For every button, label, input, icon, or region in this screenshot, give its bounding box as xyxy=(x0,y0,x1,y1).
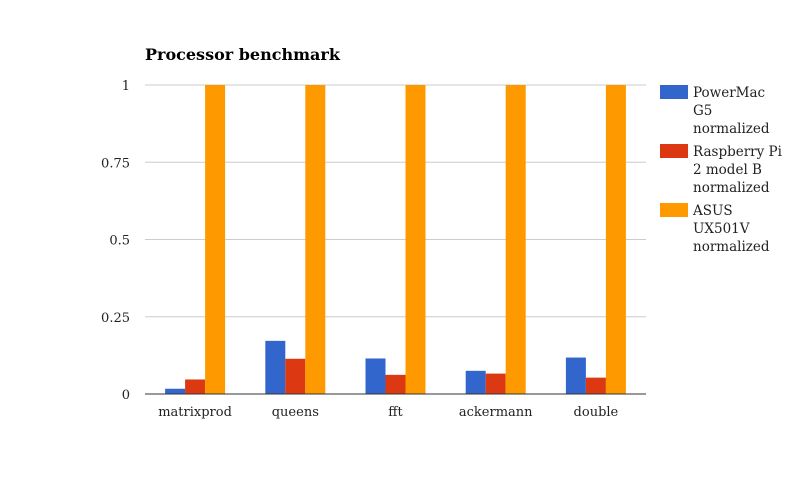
legend-label: normalized xyxy=(693,180,770,196)
bar-ackermann-series-1[interactable] xyxy=(485,373,506,394)
bar-fft-series-0[interactable] xyxy=(365,358,386,394)
y-tick-label: 0.25 xyxy=(101,311,130,326)
x-tick-label: ackermann xyxy=(459,405,533,420)
legend-item[interactable]: PowerMac G5 normalized xyxy=(660,85,770,137)
bar-double-series-2[interactable] xyxy=(605,85,626,394)
bar-fft-series-2[interactable] xyxy=(405,85,426,394)
legend-label: normalized xyxy=(693,121,770,137)
legend-label: G5 xyxy=(693,103,712,119)
legend-label: PowerMac xyxy=(693,85,765,101)
y-tick-label: 0.5 xyxy=(109,234,130,249)
x-tick-label: matrixprod xyxy=(158,405,232,420)
legend-swatch xyxy=(660,203,688,217)
bar-queens-series-1[interactable] xyxy=(285,358,306,394)
legend-swatch xyxy=(660,85,688,99)
legend-label: normalized xyxy=(693,239,770,255)
legend-item[interactable]: ASUS UX501V normalized xyxy=(660,203,770,255)
bar-matrixprod-series-2[interactable] xyxy=(205,85,226,394)
x-tick-label: double xyxy=(574,405,619,420)
legend[interactable]: PowerMac G5 normalized Raspberry Pi 2 model … xyxy=(660,85,783,255)
chart-title: Processor benchmark xyxy=(145,45,341,64)
x-tick-label: fft xyxy=(388,405,403,420)
bar-double-series-0[interactable] xyxy=(565,357,586,394)
bars xyxy=(165,85,626,394)
bar-matrixprod-series-1[interactable] xyxy=(185,379,206,394)
legend-swatch xyxy=(660,144,688,158)
bar-double-series-1[interactable] xyxy=(585,377,606,394)
bar-fft-series-1[interactable] xyxy=(385,374,406,394)
x-tick-label: queens xyxy=(272,405,319,420)
y-tick-label: 0 xyxy=(122,388,130,403)
bar-ackermann-series-0[interactable] xyxy=(465,370,486,394)
x-axis-ticks: matrixprod queens fft ackermann double xyxy=(158,405,618,420)
bar-queens-series-2[interactable] xyxy=(305,85,326,394)
legend-label: ASUS xyxy=(692,203,733,219)
bar-matrixprod-series-0[interactable] xyxy=(165,388,186,394)
gridlines xyxy=(145,84,646,318)
y-tick-label: 0.75 xyxy=(101,156,130,171)
legend-label: Raspberry Pi xyxy=(693,144,783,160)
bar-queens-series-0[interactable] xyxy=(265,340,286,394)
legend-item[interactable]: Raspberry Pi 2 model B normalized xyxy=(660,144,783,196)
legend-label: UX501V xyxy=(693,221,750,237)
y-tick-label: 1 xyxy=(122,79,130,94)
y-axis-ticks: 0 0.25 0.5 0.75 1 xyxy=(101,79,130,403)
legend-label: 2 model B xyxy=(693,162,762,178)
bar-ackermann-series-2[interactable] xyxy=(505,85,526,394)
